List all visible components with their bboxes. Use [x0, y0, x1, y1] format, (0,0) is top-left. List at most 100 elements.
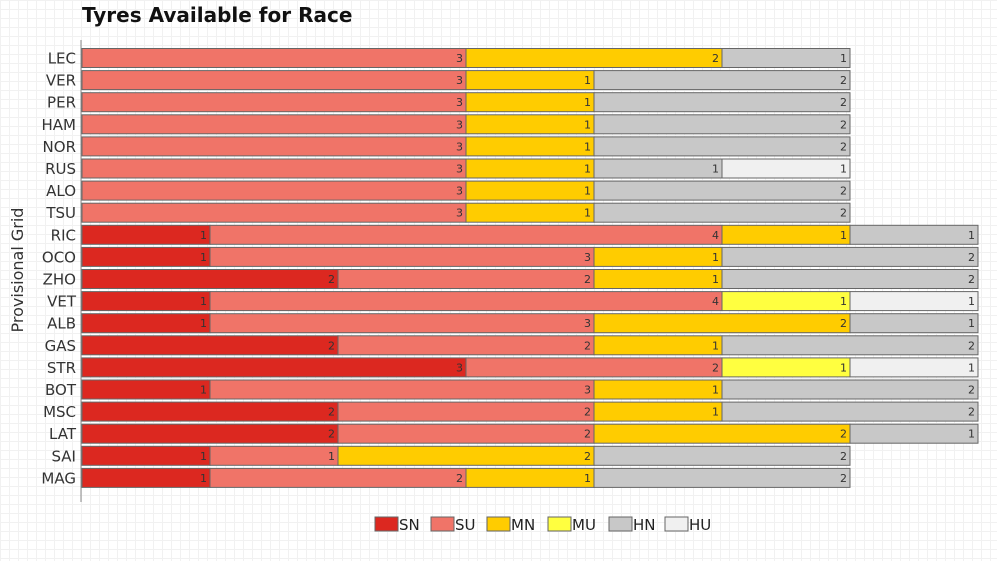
data-label: 2 — [584, 273, 591, 286]
data-label: 1 — [712, 339, 719, 352]
data-label: 2 — [968, 406, 975, 419]
data-label: 2 — [968, 251, 975, 264]
bar-segment-su — [337, 423, 595, 444]
data-label: 3 — [456, 140, 463, 153]
data-label: 3 — [584, 317, 591, 330]
y-tick-label: VER — [46, 72, 76, 90]
bar-segment-mn — [465, 48, 723, 68]
bar-segment-sn — [81, 445, 211, 466]
bar-segment-hn — [593, 445, 851, 466]
bar-segment-mn — [465, 180, 595, 201]
bar-segment-hn — [721, 335, 979, 356]
bar-segment-mu — [721, 357, 851, 378]
data-label: 1 — [200, 251, 207, 264]
y-tick-label: LAT — [49, 425, 77, 443]
legend-swatch-sn — [374, 516, 399, 532]
data-label: 1 — [840, 295, 847, 308]
bar-segment-hn — [593, 202, 851, 223]
bar-segment-hn — [721, 379, 979, 400]
data-label: 3 — [456, 207, 463, 220]
bar-segment-mn — [593, 379, 723, 400]
data-label: 1 — [584, 118, 591, 131]
data-label: 1 — [200, 317, 207, 330]
bar-segment-mn — [465, 158, 595, 179]
bar-segment-hn — [593, 136, 851, 157]
bar-segment-su — [81, 92, 467, 113]
data-label: 2 — [840, 140, 847, 153]
bar-segment-su — [81, 158, 467, 179]
data-label: 1 — [584, 140, 591, 153]
data-label: 1 — [328, 450, 335, 463]
bar-segment-mn — [593, 246, 723, 267]
bar-segment-su — [337, 401, 595, 422]
bar-segment-su — [209, 224, 723, 245]
bar-segment-sn — [81, 269, 339, 289]
y-tick-label: HAM — [42, 116, 76, 134]
y-tick-label: RIC — [51, 226, 76, 244]
data-label: 2 — [840, 317, 847, 330]
bar-segment-sn — [81, 224, 211, 245]
bar-segment-hn — [849, 313, 979, 334]
bar-segment-sn — [81, 357, 467, 378]
legend-label: SU — [455, 516, 476, 534]
y-tick-label: LEC — [48, 50, 76, 68]
bar-segment-su — [209, 291, 723, 312]
bar-segment-su — [209, 467, 467, 488]
legend-label: SN — [399, 516, 420, 534]
data-label: 1 — [200, 229, 207, 242]
bar-segment-sn — [81, 313, 211, 334]
bar-segment-su — [209, 246, 595, 267]
data-label: 1 — [584, 185, 591, 198]
y-tick-label: GAS — [45, 337, 76, 355]
data-label: 3 — [456, 361, 463, 374]
bar-segment-hn — [593, 467, 851, 488]
data-label: 3 — [584, 251, 591, 264]
bar-segment-hn — [593, 180, 851, 201]
bar-segment-mn — [593, 269, 723, 289]
data-label: 3 — [456, 96, 463, 109]
bar-segment-su — [81, 70, 467, 91]
data-label: 1 — [712, 406, 719, 419]
legend-swatch-su — [430, 516, 455, 532]
data-label: 1 — [840, 361, 847, 374]
data-label: 4 — [712, 295, 719, 308]
data-label: 2 — [584, 339, 591, 352]
y-tick-label: STR — [47, 359, 76, 377]
data-label: 2 — [840, 428, 847, 441]
bar-segment-mn — [465, 70, 595, 91]
data-label: 2 — [968, 339, 975, 352]
bar-segment-su — [81, 180, 467, 201]
bar-segment-hu — [849, 357, 979, 378]
bar-segment-mn — [465, 114, 595, 135]
bar-segment-hn — [721, 269, 979, 289]
data-label: 1 — [712, 163, 719, 176]
bar-segment-hn — [849, 423, 979, 444]
data-label: 3 — [456, 52, 463, 65]
bar-segment-hn — [849, 224, 979, 245]
bar-segment-mn — [593, 401, 723, 422]
bar-segment-su — [81, 136, 467, 157]
data-label: 1 — [712, 273, 719, 286]
bar-segment-hu — [849, 291, 979, 312]
data-label: 1 — [200, 472, 207, 485]
y-tick-label: OCO — [42, 248, 76, 266]
data-label: 2 — [584, 406, 591, 419]
bar-segment-mn — [593, 313, 851, 334]
bar-segment-hn — [593, 70, 851, 91]
bar-segment-hn — [721, 401, 979, 422]
data-label: 2 — [840, 96, 847, 109]
y-tick-label: SAI — [52, 447, 77, 465]
bar-segment-mn — [721, 224, 851, 245]
bar-segment-mn — [465, 92, 595, 113]
bar-segment-mn — [593, 423, 851, 444]
y-tick-label: VET — [47, 293, 77, 311]
bar-segment-mn — [465, 467, 595, 488]
data-label: 2 — [712, 52, 719, 65]
data-label: 2 — [840, 185, 847, 198]
y-tick-label: ZHO — [43, 271, 76, 289]
data-label: 1 — [200, 384, 207, 397]
data-label: 2 — [968, 273, 975, 286]
data-label: 3 — [456, 163, 463, 176]
bar-segment-hn — [593, 114, 851, 135]
